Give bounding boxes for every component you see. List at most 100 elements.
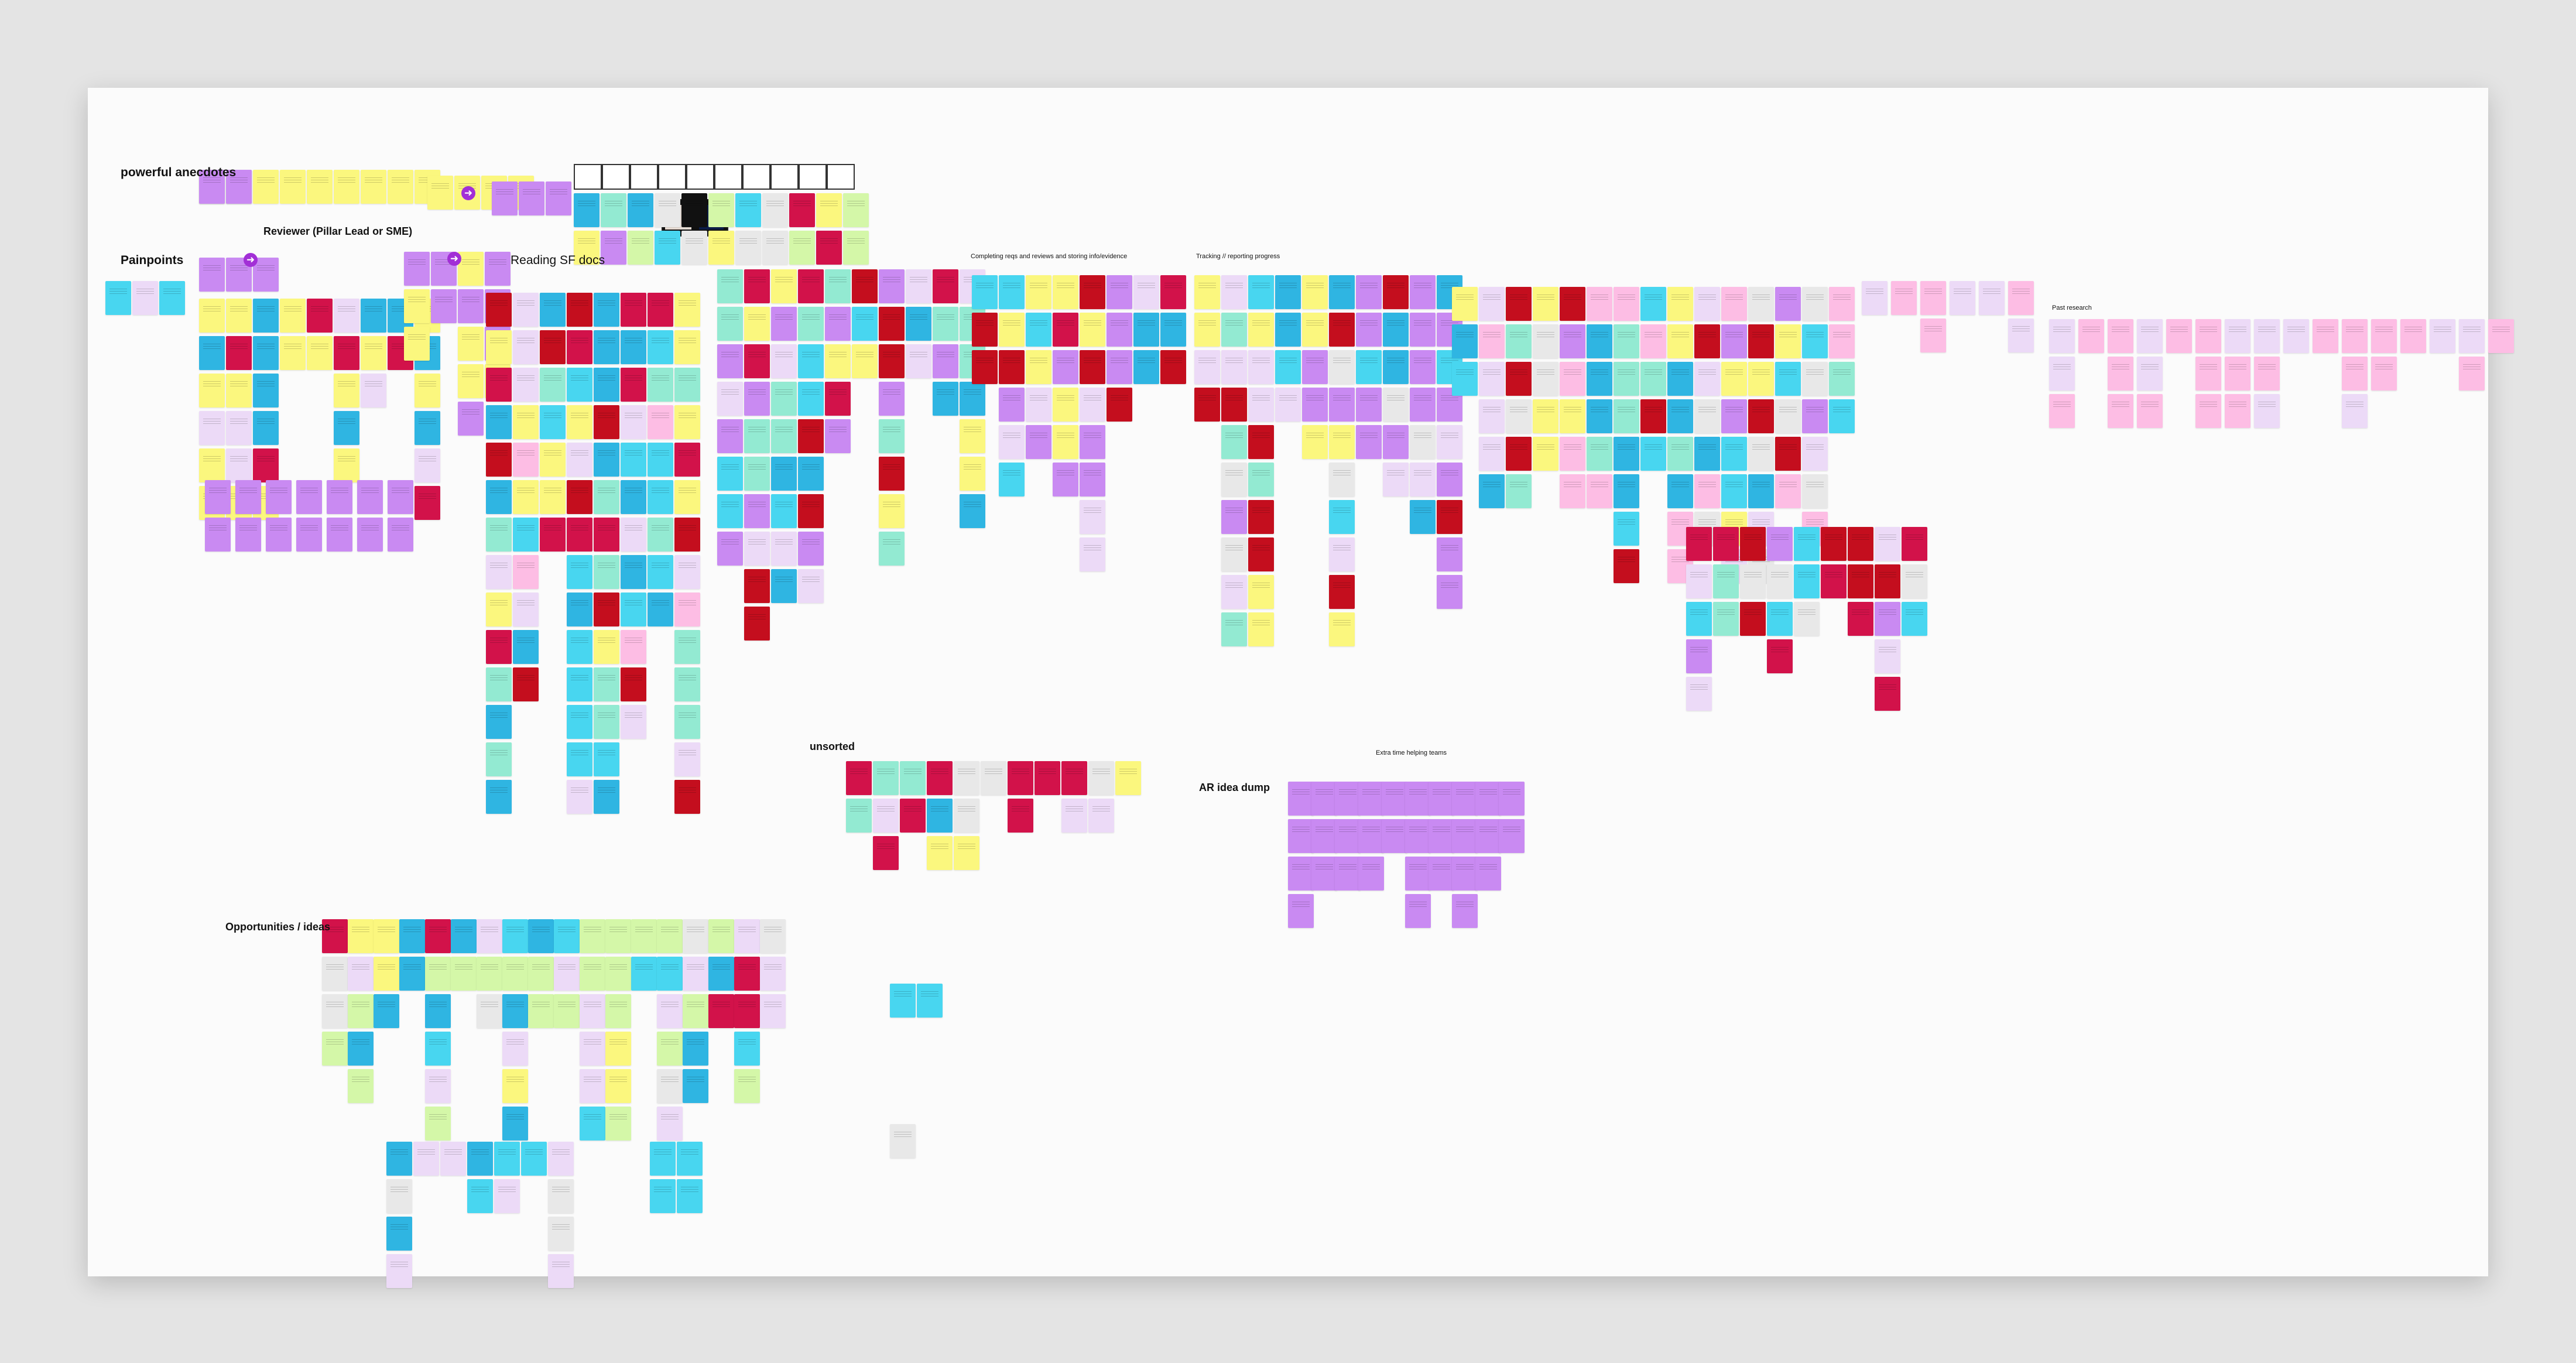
sticky-note[interactable] — [334, 170, 359, 204]
sticky-note[interactable] — [2049, 319, 2075, 353]
sticky-note[interactable] — [655, 193, 680, 227]
sticky-note[interactable] — [486, 742, 512, 776]
sticky-note[interactable] — [972, 350, 998, 384]
sticky-note[interactable] — [601, 231, 626, 265]
sticky-note[interactable] — [388, 518, 413, 552]
sticky-note[interactable] — [2225, 319, 2250, 353]
sticky-note[interactable] — [253, 374, 279, 407]
sticky-note[interactable] — [425, 1069, 451, 1103]
sticky-note[interactable] — [717, 419, 743, 453]
sticky-note[interactable] — [825, 419, 851, 453]
sticky-note[interactable] — [502, 994, 528, 1028]
sticky-note[interactable] — [1802, 437, 1828, 471]
sticky-note[interactable] — [199, 336, 225, 370]
sticky-note[interactable] — [521, 1142, 547, 1176]
sticky-note[interactable] — [1311, 782, 1337, 816]
sticky-note[interactable] — [734, 994, 760, 1028]
sticky-note[interactable] — [1686, 602, 1712, 636]
sticky-note[interactable] — [567, 780, 592, 814]
sticky-note[interactable] — [513, 555, 539, 589]
sticky-note[interactable] — [415, 374, 440, 407]
sticky-note[interactable] — [361, 374, 386, 407]
sticky-note[interactable] — [374, 919, 399, 953]
sticky-note[interactable] — [322, 957, 348, 991]
sticky-note[interactable] — [631, 957, 657, 991]
sticky-note[interactable] — [771, 419, 797, 453]
sticky-note[interactable] — [1767, 639, 1793, 673]
sticky-note[interactable] — [1329, 500, 1355, 534]
sticky-note[interactable] — [852, 344, 878, 378]
sticky-note[interactable] — [1405, 857, 1431, 891]
sticky-note[interactable] — [605, 957, 631, 991]
sticky-note[interactable] — [253, 336, 279, 370]
sticky-note[interactable] — [1694, 437, 1720, 471]
sticky-note[interactable] — [605, 1032, 631, 1066]
sticky-note[interactable] — [879, 382, 905, 416]
sticky-note[interactable] — [322, 1032, 348, 1066]
sticky-note[interactable] — [425, 994, 451, 1028]
sticky-note[interactable] — [567, 368, 592, 402]
sticky-note[interactable] — [879, 307, 905, 341]
text-card[interactable] — [574, 164, 602, 190]
sticky-note[interactable] — [1875, 677, 1900, 711]
sticky-note[interactable] — [1335, 782, 1361, 816]
sticky-note[interactable] — [1614, 287, 1639, 321]
sticky-note[interactable] — [548, 1217, 574, 1251]
sticky-note[interactable] — [1329, 425, 1355, 459]
sticky-note[interactable] — [1560, 437, 1585, 471]
sticky-note[interactable] — [235, 518, 261, 552]
sticky-note[interactable] — [280, 299, 306, 333]
sticky-note[interactable] — [2137, 357, 2163, 391]
sticky-note[interactable] — [519, 181, 544, 215]
sticky-note[interactable] — [1288, 819, 1314, 853]
sticky-note[interactable] — [999, 463, 1025, 496]
sticky-note[interactable] — [717, 269, 743, 303]
sticky-note[interactable] — [1329, 350, 1355, 384]
sticky-note[interactable] — [2254, 319, 2280, 353]
sticky-note[interactable] — [1383, 313, 1409, 347]
sticky-note[interactable] — [1160, 313, 1186, 347]
sticky-note[interactable] — [334, 336, 359, 370]
sticky-note[interactable] — [771, 382, 797, 416]
sticky-note[interactable] — [266, 480, 292, 514]
sticky-note[interactable] — [708, 957, 734, 991]
sticky-note[interactable] — [1088, 761, 1114, 795]
sticky-note[interactable] — [674, 742, 700, 776]
sticky-note[interactable] — [621, 630, 646, 664]
sticky-note[interactable] — [2488, 319, 2514, 353]
sticky-note[interactable] — [1506, 437, 1532, 471]
sticky-note[interactable] — [1410, 313, 1436, 347]
sticky-note[interactable] — [1437, 463, 1462, 496]
sticky-note[interactable] — [1329, 313, 1355, 347]
sticky-note[interactable] — [1614, 362, 1639, 396]
sticky-note[interactable] — [1383, 388, 1409, 422]
sticky-note[interactable] — [708, 231, 734, 265]
sticky-note[interactable] — [1275, 275, 1301, 309]
sticky-note[interactable] — [657, 919, 683, 953]
sticky-note[interactable] — [253, 299, 279, 333]
sticky-note[interactable] — [513, 667, 539, 701]
sticky-note[interactable] — [1026, 275, 1051, 309]
sticky-note[interactable] — [677, 1179, 703, 1213]
sticky-note[interactable] — [1533, 399, 1558, 433]
sticky-note[interactable] — [708, 193, 734, 227]
sticky-note[interactable] — [744, 307, 770, 341]
sticky-note[interactable] — [1667, 399, 1693, 433]
sticky-note[interactable] — [744, 457, 770, 491]
sticky-note[interactable] — [554, 994, 580, 1028]
sticky-note[interactable] — [477, 994, 502, 1028]
sticky-note[interactable] — [683, 1069, 708, 1103]
sticky-note[interactable] — [879, 457, 905, 491]
sticky-note[interactable] — [762, 193, 788, 227]
sticky-note[interactable] — [1767, 564, 1793, 598]
sticky-note[interactable] — [580, 919, 605, 953]
sticky-note[interactable] — [1115, 761, 1141, 795]
sticky-note[interactable] — [546, 181, 571, 215]
sticky-note[interactable] — [999, 275, 1025, 309]
sticky-note[interactable] — [1821, 564, 1847, 598]
sticky-note[interactable] — [1829, 324, 1855, 358]
sticky-note[interactable] — [567, 555, 592, 589]
sticky-note[interactable] — [960, 457, 985, 491]
sticky-note[interactable] — [425, 1107, 451, 1141]
sticky-note[interactable] — [567, 330, 592, 364]
